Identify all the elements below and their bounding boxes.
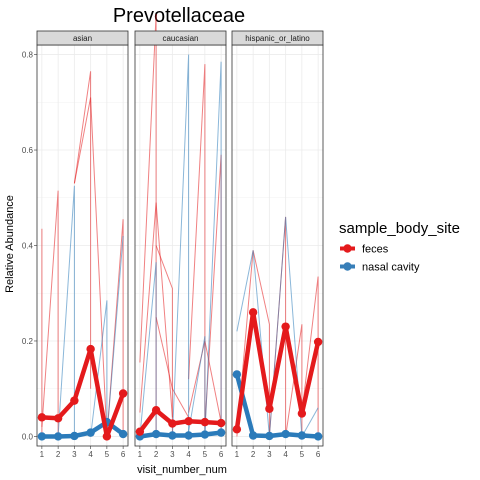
data-point-nasal-cavity (297, 431, 307, 440)
x-tick-label: 3 (267, 450, 272, 459)
data-point-nasal-cavity (151, 429, 161, 439)
individual-line-feces (285, 324, 303, 437)
data-point-feces (200, 417, 210, 427)
individual-line-nasal-cavity (268, 216, 303, 437)
individual-line-nasal-cavity (188, 336, 206, 437)
x-axis-title: visit_number_num (137, 464, 227, 476)
individual-line-feces (139, 202, 173, 418)
facet-strip (134, 30, 227, 46)
data-point-feces (102, 432, 112, 441)
data-point-feces (248, 308, 258, 317)
panels-layer: 0.0 0.2 0.4 0.6 0.8 asian 1 2 3 4 5 6 caucasian 1 2 3 4 5… (22, 13, 324, 459)
data-point-nasal-cavity (37, 432, 47, 441)
legend-key-nasal-cavity (339, 258, 356, 275)
data-point-feces (168, 419, 177, 428)
individual-line-feces (73, 97, 108, 437)
facet-strip-label: hispanic_or_latino (245, 34, 310, 43)
data-point-nasal-cavity (118, 429, 128, 439)
legend-title: sample_body_site (339, 220, 460, 237)
x-tick-label: 5 (105, 450, 110, 459)
x-tick-label: 2 (154, 450, 159, 459)
x-tick-label: 4 (186, 450, 191, 459)
series-line-feces (234, 310, 321, 432)
data-point-feces (135, 427, 145, 436)
y-tick-label: 0.0 (22, 432, 34, 441)
x-tick-label: 6 (219, 450, 224, 459)
individual-line-nasal-cavity (204, 61, 222, 437)
individual-line-feces (73, 71, 92, 389)
individual-line-feces (301, 276, 319, 437)
data-point-nasal-cavity (281, 429, 290, 439)
individual-line-feces (155, 245, 173, 437)
legend-label: nasal cavity (362, 262, 420, 274)
data-point-feces (53, 414, 63, 423)
x-tick-label: 4 (283, 450, 288, 459)
legend-key-point (343, 262, 352, 271)
legend-label: feces (362, 244, 389, 256)
x-tick-label: 3 (72, 450, 77, 459)
y-tick-label: 0.6 (22, 146, 34, 155)
facet-strip-label: caucasian (162, 34, 198, 43)
data-point-nasal-cavity (248, 431, 258, 440)
data-point-feces (70, 396, 79, 405)
facet-panel-hispanic-or-latino: hispanic_or_latino 1 2 3 4 5 6 (231, 30, 324, 459)
x-tick-label: 1 (138, 450, 143, 459)
data-point-nasal-cavity (232, 370, 242, 379)
individual-line-nasal-cavity (90, 300, 108, 437)
individual-line-nasal-cavity (57, 185, 75, 437)
legend-key-point (343, 244, 352, 253)
individual-line-nasal-cavity (139, 262, 157, 437)
individual-line-nasal-cavity (301, 407, 319, 437)
facet-strip-label: asian (73, 34, 92, 43)
facet-panel-caucasian: caucasian 1 2 3 4 5 6 (134, 13, 227, 459)
individual-line-nasal-cavity (171, 54, 190, 437)
individual-line-nasal-cavity (106, 235, 124, 437)
x-tick-label: 3 (170, 450, 175, 459)
data-point-feces (151, 405, 161, 415)
y-tick-label: 0.8 (22, 51, 34, 60)
individual-line-feces (236, 250, 270, 437)
x-tick-label: 1 (235, 450, 240, 459)
legend-key-feces (339, 240, 356, 257)
data-point-feces (118, 389, 128, 398)
data-point-feces (86, 344, 95, 354)
data-point-feces (216, 418, 226, 428)
data-point-feces (281, 322, 290, 331)
y-axis-title: Relative Abundance (4, 195, 16, 293)
data-point-nasal-cavity (184, 431, 193, 440)
x-tick-label: 5 (300, 450, 305, 459)
data-point-nasal-cavity (200, 430, 210, 439)
x-tick-label: 2 (251, 450, 256, 459)
data-point-nasal-cavity (168, 431, 177, 440)
y-tick-label: 0.2 (22, 337, 34, 346)
facet-strip (231, 30, 324, 46)
chart-title: Prevotellaceae (113, 5, 245, 27)
data-point-feces (297, 409, 307, 418)
x-tick-label: 5 (203, 450, 208, 459)
data-point-nasal-cavity (265, 431, 274, 441)
data-point-feces (313, 337, 323, 347)
data-point-feces (184, 416, 193, 426)
data-point-feces (265, 404, 274, 413)
facet-strip (36, 30, 129, 46)
x-tick-label: 6 (121, 450, 126, 459)
data-point-nasal-cavity (53, 432, 63, 441)
data-point-nasal-cavity (70, 431, 79, 441)
data-point-feces (232, 425, 242, 434)
legend: feces nasal cavity (339, 240, 420, 275)
x-tick-label: 1 (40, 450, 45, 459)
x-tick-label: 4 (88, 450, 93, 459)
data-point-nasal-cavity (313, 432, 323, 441)
x-tick-label: 2 (56, 450, 61, 459)
data-point-nasal-cavity (216, 428, 226, 437)
facet-panel-asian: asian 1 2 3 4 5 6 (36, 30, 129, 459)
individual-line-feces (188, 64, 206, 437)
x-tick-label: 6 (316, 450, 321, 459)
y-tick-label: 0.4 (22, 242, 34, 251)
data-point-feces (37, 413, 47, 422)
data-point-nasal-cavity (86, 428, 95, 437)
